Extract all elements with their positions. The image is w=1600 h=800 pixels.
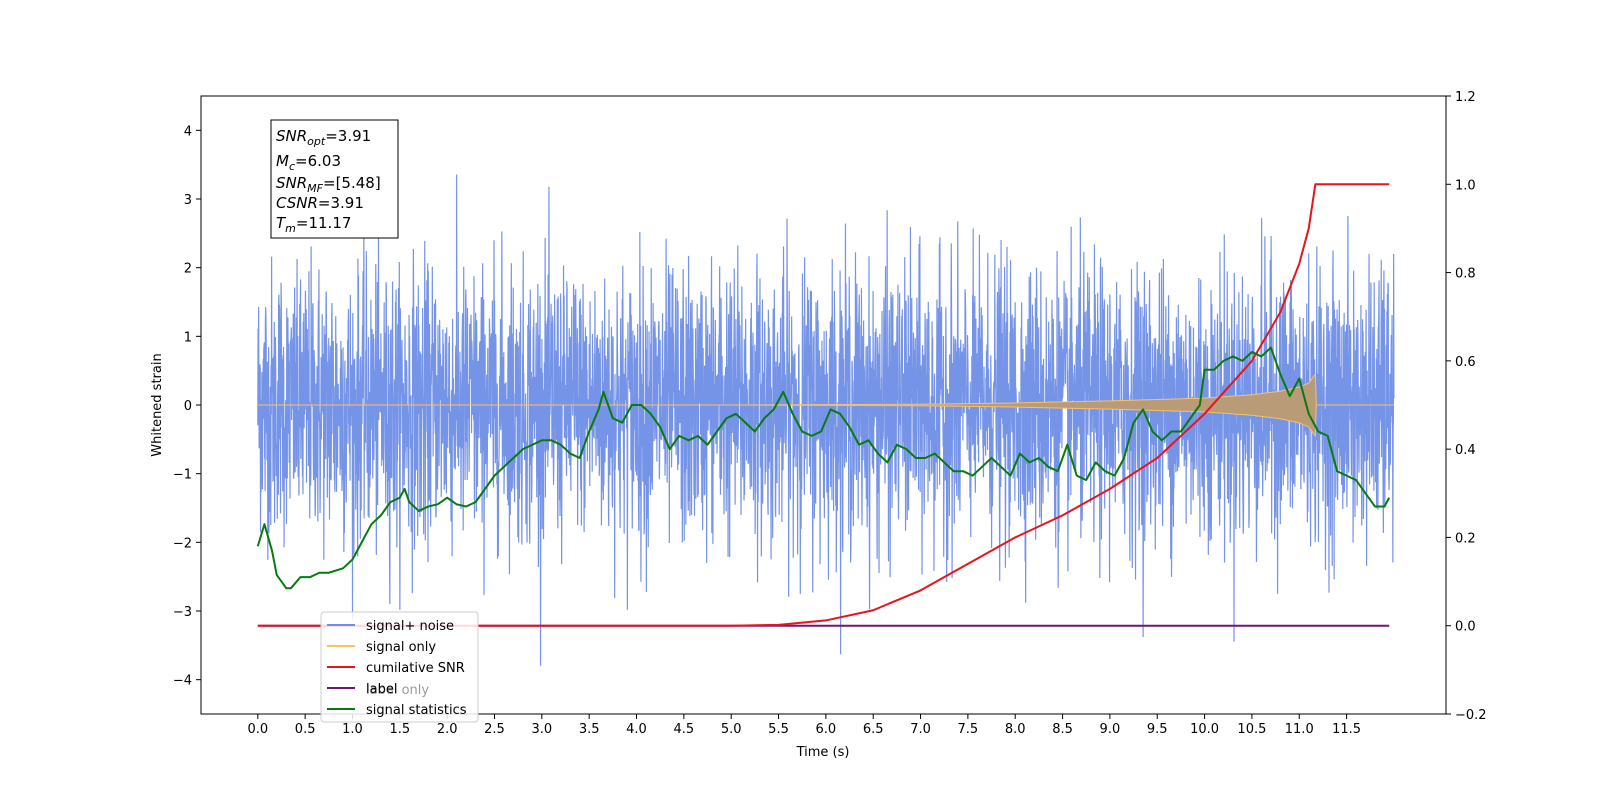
x-tick-label: 2.5 [484, 722, 505, 737]
annotation-box: SNRopt=3.91 Mc=6.03 SNRMF=[5.48] CSNR=3.… [270, 119, 399, 239]
x-tick-label: 0.5 [295, 722, 316, 737]
y-tick-label: −4 [173, 674, 192, 689]
x-tick-label: 2.0 [437, 722, 458, 737]
x-tick-label: 1.5 [389, 722, 410, 737]
y-tick-label: −3 [173, 605, 192, 620]
x-tick-label: 7.5 [958, 722, 979, 737]
x-tick-label: 9.5 [1147, 722, 1168, 737]
legend-label-signal-statistics: signal statistics [366, 703, 467, 718]
y-axis-left: −4 −3 −2 −1 0 1 2 3 4 [173, 124, 201, 689]
x-tick-label: 4.0 [626, 722, 647, 737]
y2-tick-label: 0.0 [1455, 620, 1476, 635]
x-tick-label: 7.0 [910, 722, 931, 737]
annotation-snr-mf: SNRMF=[5.48] [276, 174, 381, 195]
legend-label-cumulative-snr: cumilative SNR [366, 661, 465, 676]
legend-label-signal-only: signal only [366, 640, 436, 655]
x-tick-label: 3.5 [579, 722, 600, 737]
x-tick-label: 10.0 [1190, 722, 1219, 737]
annotation-frame [270, 119, 399, 239]
x-tick-label: 10.5 [1237, 722, 1266, 737]
y-tick-label: 1 [184, 330, 192, 345]
legend-hidden-text: label only [366, 683, 429, 698]
x-tick-label: 3.0 [531, 722, 552, 737]
x-tick-label: 6.5 [863, 722, 884, 737]
x-tick-label: 9.0 [1100, 722, 1121, 737]
legend-frame [320, 611, 479, 723]
y2-tick-label: 0.8 [1455, 267, 1476, 282]
y2-tick-label: 1.0 [1455, 178, 1476, 193]
x-axis: 0.0 0.5 1.0 1.5 2.0 2.5 3.0 3.5 4.0 4.5 5.0 5.5 6.0 6… [247, 714, 1361, 737]
legend: label only signal+ noise signal only cum… [320, 611, 479, 723]
series-signal-only [257, 372, 1394, 438]
y2-tick-label: 0.6 [1455, 355, 1476, 370]
y-tick-label: −1 [173, 468, 192, 483]
x-tick-label: 5.0 [721, 722, 742, 737]
y2-tick-label: 0.4 [1455, 443, 1476, 458]
series-cumulative-snr [257, 183, 1390, 627]
x-tick-label: 6.0 [816, 722, 837, 737]
x-tick-label: 5.5 [768, 722, 789, 737]
x-tick-label: 4.5 [674, 722, 695, 737]
series-signal-plus-noise [257, 174, 1395, 666]
y-tick-label: 4 [184, 124, 192, 139]
y-tick-label: −2 [173, 536, 192, 551]
y-tick-label: 2 [184, 262, 192, 277]
x-tick-label: 8.5 [1052, 722, 1073, 737]
y2-tick-label: −0.2 [1455, 708, 1487, 723]
y-tick-label: 0 [184, 399, 192, 414]
y-axis-right: −0.2 0.0 0.2 0.4 0.6 0.8 1.0 1.2 [1446, 90, 1487, 723]
y2-tick-label: 0.2 [1455, 531, 1476, 546]
signal-only-layer [257, 372, 1394, 438]
annotation-snr-opt: SNRopt=3.91 [276, 127, 371, 148]
x-axis-label: Time (s) [796, 745, 850, 760]
legend-label-signal-noise: signal+ noise [366, 619, 454, 634]
x-tick-label: 11.0 [1285, 722, 1314, 737]
series-signal-statistics [256, 346, 1391, 590]
annotation-csnr: CSNR=3.91 [276, 194, 364, 212]
x-tick-label: 11.5 [1332, 722, 1361, 737]
legend-label-label: label [366, 682, 397, 697]
y-axis-label: Whitened strain [150, 353, 165, 456]
x-tick-label: 8.0 [1005, 722, 1026, 737]
x-tick-label: 0.0 [247, 722, 268, 737]
annotation-chirp-mass: Mc=6.03 [276, 152, 341, 173]
signal-plus-noise-layer [257, 174, 1395, 666]
y-tick-label: 3 [184, 193, 192, 208]
x-tick-label: 1.0 [342, 722, 363, 737]
annotation-merger-time: Tm=11.17 [276, 214, 351, 235]
y2-tick-label: 1.2 [1455, 90, 1476, 105]
